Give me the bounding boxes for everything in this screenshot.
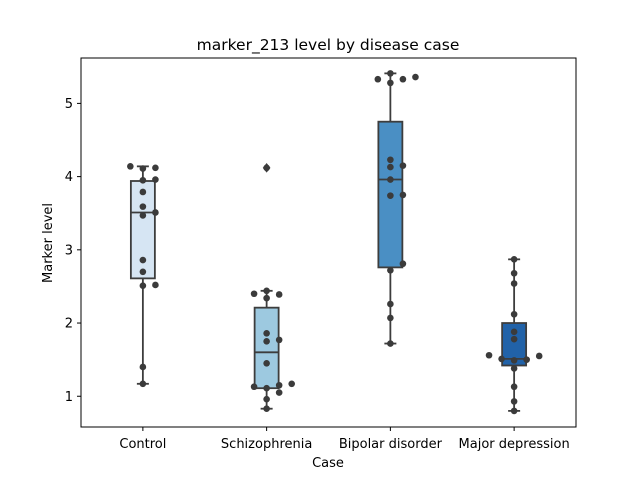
data-point [510,269,518,277]
data-point [387,79,394,87]
data-point [387,163,394,171]
y-tick-label: 2 [65,317,73,332]
data-point [263,287,270,295]
data-point [263,405,270,412]
data-point [152,164,159,172]
data-point [510,280,518,287]
box-iqr [253,306,280,390]
data-point [263,329,270,337]
data-point [387,340,394,347]
data-point [275,389,283,396]
data-point [399,75,407,83]
y-tick-label: 4 [65,170,73,185]
data-point [399,260,407,268]
data-point [510,398,518,405]
data-point [510,328,518,336]
box-iqr [129,180,156,280]
data-point [399,162,407,169]
data-point [139,363,147,371]
x-tick-label: Schizophrenia [221,437,312,452]
data-point [412,73,419,81]
data-point [387,267,394,274]
x-axis-label: Case [312,456,344,471]
chart-title: marker_213 level by disease case [197,36,460,55]
y-tick-label: 1 [65,390,73,405]
data-point [275,336,283,344]
data-point [510,335,518,343]
data-point [275,291,283,298]
data-point [510,256,518,263]
data-point [387,314,394,322]
data-point [139,176,147,184]
data-point [535,352,543,360]
data-point [152,281,159,289]
data-point [510,310,518,318]
data-point [485,351,493,359]
data-point [263,294,270,302]
data-point [139,256,147,264]
data-point [387,192,394,199]
data-point [374,75,382,83]
data-point [387,156,394,164]
data-point [152,176,159,183]
data-point [510,365,518,372]
data-point [139,203,147,210]
data-point [510,407,518,415]
data-point [510,357,518,364]
plot-area: 1 2 3 4 5 Control Schizophrenia Bipolar disorde… [65,57,577,452]
data-point [275,381,283,389]
data-point [498,355,505,363]
y-tick-label: 5 [65,97,73,112]
x-tick-label: Major depression [459,437,570,452]
data-point [387,300,394,308]
data-point [139,268,147,276]
data-point [139,212,147,219]
data-point [387,176,394,183]
data-point [127,163,134,170]
data-point [263,384,270,392]
data-point [263,338,270,345]
data-point [263,164,270,172]
x-tick-label: Control [119,437,166,452]
data-point [139,380,147,388]
data-point [152,209,159,216]
data-point [263,395,270,403]
axes-frame [80,57,577,428]
data-point [510,383,518,391]
data-point [399,191,407,199]
data-point [250,290,258,298]
data-point [263,360,270,367]
y-tick-label: 3 [65,243,73,258]
data-point [139,188,147,196]
y-axis-label: Marker level [41,203,56,283]
data-point [288,380,296,388]
x-tick-label: Bipolar disorder [339,437,443,452]
data-point [387,70,394,77]
data-point [523,356,530,363]
data-point [139,165,147,172]
data-point [139,282,147,289]
data-point [250,383,258,391]
